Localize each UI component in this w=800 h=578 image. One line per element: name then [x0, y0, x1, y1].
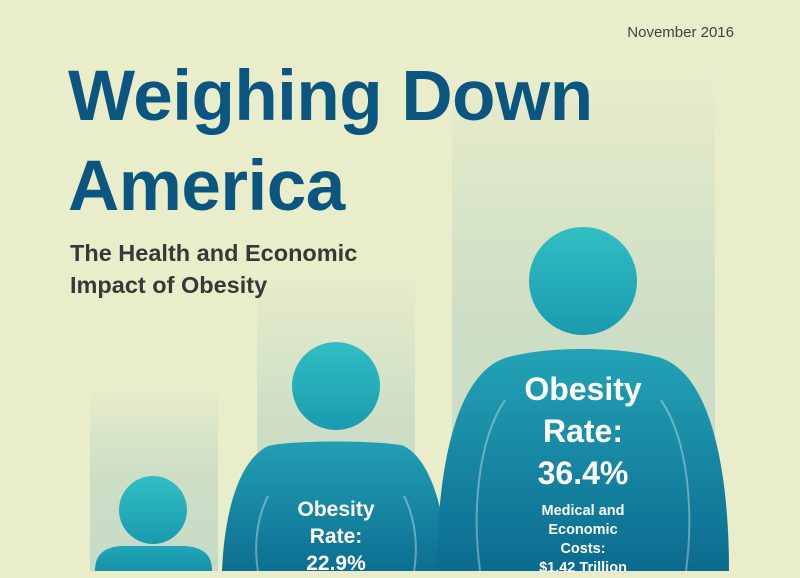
large-obesity-rate: 36.4%: [537, 455, 629, 491]
large-obesity-label-line1: Obesity: [524, 371, 642, 407]
medium-obesity-rate: 22.9%: [306, 552, 366, 575]
large-obesity-label-line2: Rate:: [542, 413, 623, 449]
publication-date: November 2016: [627, 24, 734, 41]
subtitle-line-2: Impact of Obesity: [70, 272, 268, 298]
medium-figure-head: [292, 342, 380, 430]
medium-figure-stats: Obesity Rate: 22.9%: [276, 496, 396, 577]
large-figure-body: [437, 349, 729, 571]
subtitle-line-1: The Health and Economic: [70, 240, 358, 266]
page-subtitle: The Health and Economic Impact of Obesit…: [70, 237, 357, 301]
title-line-2: America: [68, 147, 345, 226]
small-figure-head: [119, 476, 187, 544]
large-costs-line1: Medical and: [541, 503, 625, 519]
page-title: Weighing Down America: [68, 52, 593, 232]
large-figure-arm-line-right: [660, 399, 691, 571]
large-figure-head: [529, 227, 637, 335]
medium-figure-arm-line-right: [403, 495, 417, 571]
large-costs-value: $1.42 Trillion: [539, 560, 627, 576]
medium-obesity-label-line2: Rate:: [309, 525, 363, 548]
large-figure-arm-line-left: [475, 399, 506, 571]
large-costs-line2: Economic: [548, 522, 618, 538]
medium-figure-arm-line-left: [255, 495, 269, 571]
title-line-1: Weighing Down: [68, 57, 593, 136]
large-figure-stats: Obesity Rate: 36.4% Medical and Economic…: [483, 368, 683, 578]
large-costs-line3: Costs:: [560, 541, 606, 557]
medium-obesity-label-line1: Obesity: [297, 498, 375, 521]
medium-figure-body: [222, 441, 448, 571]
small-figure-body: [95, 546, 212, 571]
